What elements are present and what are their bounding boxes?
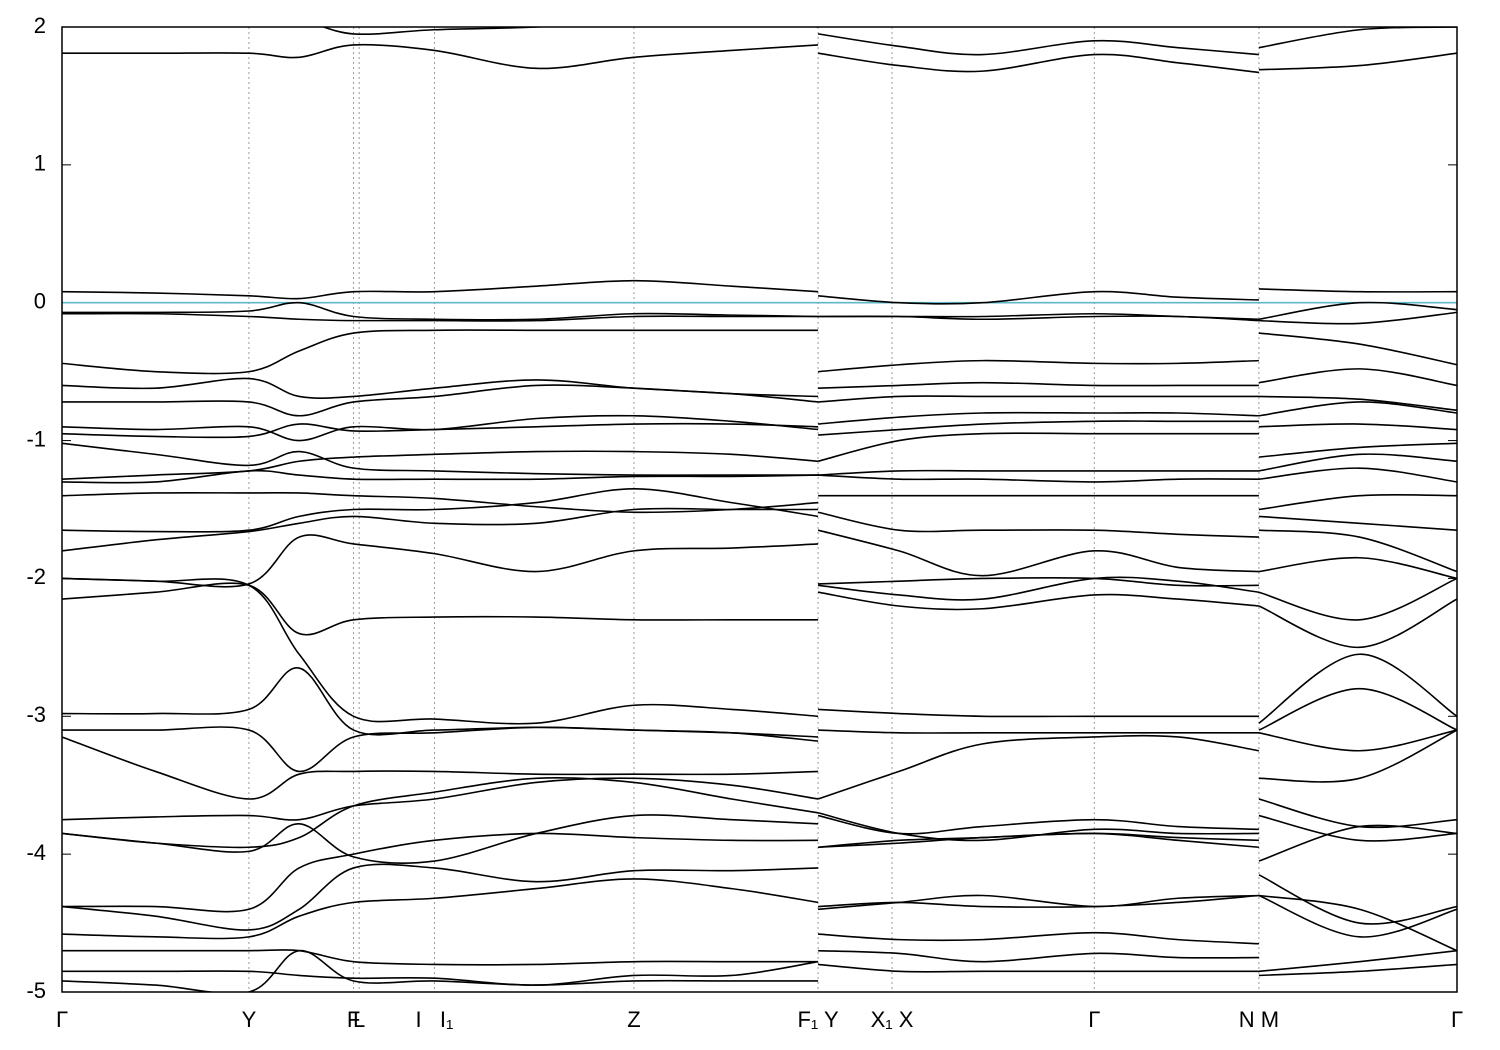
band [62, 432, 1457, 476]
y-tick-label: -2 [26, 564, 46, 589]
band [62, 491, 1457, 514]
y-tick-label: -4 [26, 840, 46, 865]
y-tick-label: -5 [26, 978, 46, 1003]
band [62, 279, 1457, 305]
band [62, 384, 1457, 417]
band [62, 729, 1457, 800]
x-tick-label: F₁ Y [797, 1007, 839, 1032]
band [62, 420, 1457, 439]
plot-frame [61, 26, 1458, 993]
y-tick-label: 1 [34, 151, 46, 176]
x-tick-label: Γ [1088, 1007, 1100, 1032]
x-tick-label: Z [627, 1007, 640, 1032]
y-tick-label: -1 [26, 426, 46, 451]
band [62, 329, 1457, 375]
x-tick-label: Γ [56, 1007, 68, 1032]
band [62, 824, 1457, 913]
x-tick-label: I I₁ [415, 1007, 453, 1032]
y-tick-label: 0 [34, 289, 46, 314]
x-tick-label: Γ [1451, 1007, 1463, 1032]
x-tick-label: F [347, 1007, 360, 1032]
band [62, 894, 1457, 966]
band [62, 878, 1457, 952]
band [62, 507, 1457, 577]
band [62, 576, 1457, 636]
band [62, 949, 1457, 992]
x-tick-label: X₁ X [871, 1007, 914, 1032]
band [62, 687, 1457, 773]
y-tick-label: -3 [26, 702, 46, 727]
band [62, 577, 1457, 725]
x-tick-label: Y [242, 1007, 257, 1032]
band [62, 949, 1457, 986]
y-tick-label: 2 [34, 13, 46, 38]
band [62, 488, 1457, 538]
band [62, 311, 1457, 325]
band [62, 43, 1457, 74]
x-tick-label: N M [1239, 1007, 1279, 1032]
plot [62, 27, 1457, 992]
band [62, 467, 1457, 484]
x-tick-label: L [353, 1007, 365, 1032]
band [62, 450, 1457, 480]
